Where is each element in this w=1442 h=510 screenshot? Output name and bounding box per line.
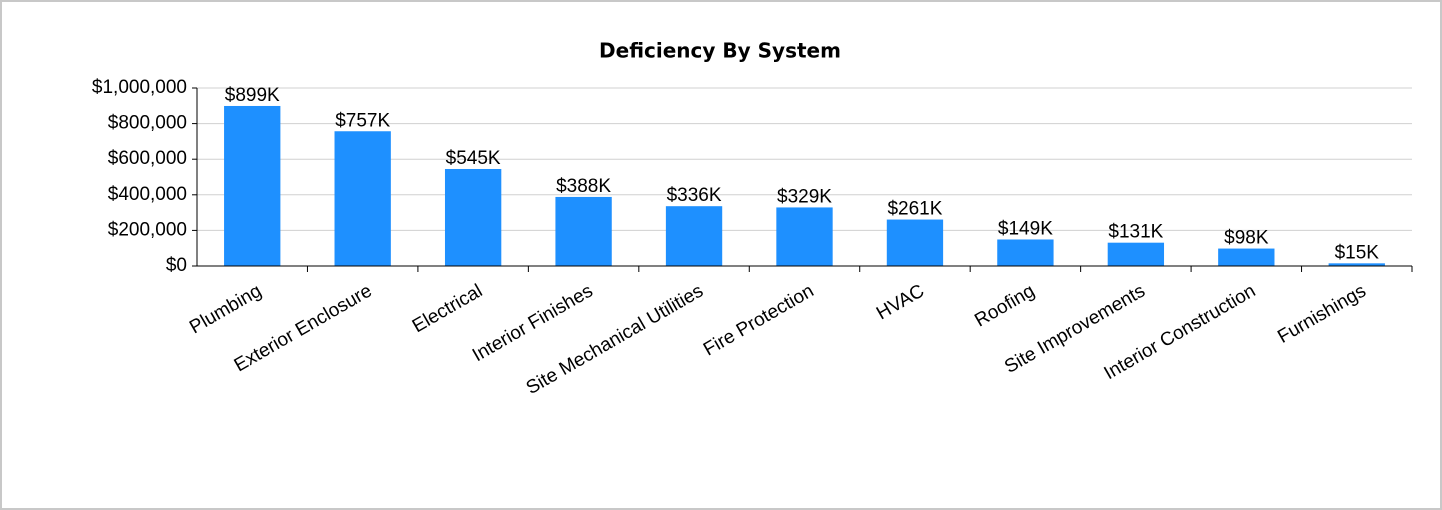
value-label: $545K	[446, 148, 501, 169]
value-label: $329K	[777, 186, 832, 207]
bar	[1328, 263, 1385, 266]
bar	[555, 196, 612, 266]
bar	[1107, 242, 1165, 266]
value-label: $131K	[1108, 222, 1163, 243]
y-tick-label: $800,000	[108, 113, 187, 134]
value-label: $388K	[556, 176, 611, 197]
value-label: $149K	[998, 218, 1053, 239]
value-label: $336K	[667, 185, 722, 206]
y-tick-label: $1,000,000	[92, 77, 187, 98]
y-tick-label: $400,000	[108, 184, 187, 205]
chart-title: Deficiency By System	[599, 39, 841, 63]
bar	[886, 219, 944, 266]
bar	[997, 239, 1054, 266]
bar	[665, 206, 723, 266]
y-tick-label: $600,000	[108, 148, 187, 169]
value-label: $757K	[335, 110, 390, 131]
value-label: $98K	[1224, 228, 1269, 249]
bar	[1218, 248, 1275, 266]
value-label: $15K	[1335, 242, 1380, 263]
bar	[334, 131, 391, 266]
bar	[776, 207, 833, 266]
value-label: $899K	[225, 85, 280, 106]
y-tick-label: $0	[166, 255, 187, 276]
bar	[224, 105, 281, 266]
y-tick-label: $200,000	[108, 219, 187, 240]
value-label: $261K	[887, 199, 942, 220]
bar	[444, 168, 502, 266]
